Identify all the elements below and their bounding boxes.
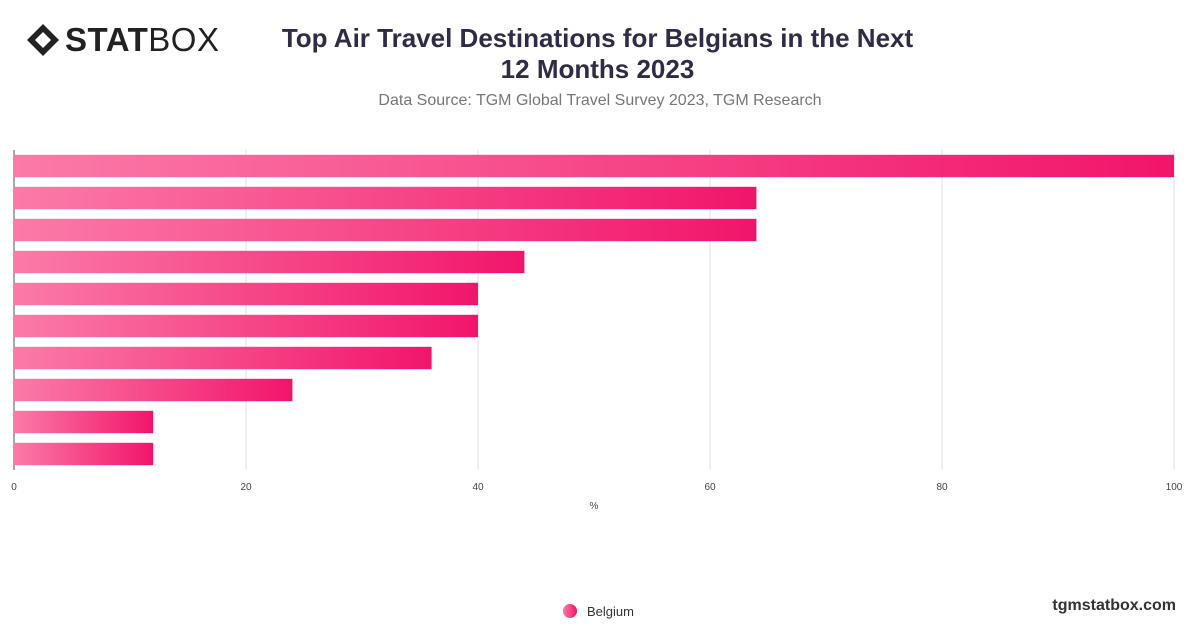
bar[interactable]	[14, 442, 154, 466]
bar[interactable]	[14, 282, 478, 306]
legend[interactable]: Belgium	[563, 602, 634, 620]
bar[interactable]	[14, 378, 293, 402]
logo-light-text: BOX	[148, 21, 220, 58]
chart-title: Top Air Travel Destinations for Belgians…	[281, 23, 914, 84]
statbox-logo: STATBOX	[26, 22, 219, 58]
tick-layer: 0 20 40 60 80 100	[11, 482, 1183, 493]
bar[interactable]	[14, 314, 478, 338]
bar[interactable]	[14, 410, 154, 434]
bar[interactable]	[14, 218, 757, 242]
logo-bold-text: STAT	[65, 21, 149, 58]
legend-label: Belgium	[587, 603, 634, 619]
bar[interactable]	[14, 186, 757, 210]
bar[interactable]	[14, 250, 525, 274]
x-tick-label: 0	[11, 482, 17, 493]
bar[interactable]	[14, 346, 432, 370]
x-tick-label: 80	[936, 482, 948, 493]
x-axis-label: %	[590, 501, 599, 512]
x-tick-label: 60	[704, 482, 716, 493]
x-tick-label: 100	[1166, 482, 1183, 493]
bar[interactable]	[14, 154, 1174, 178]
chart-subtitle: Data Source: TGM Global Travel Survey 20…	[378, 92, 822, 109]
website-url[interactable]: tgmstatbox.com	[1052, 597, 1176, 614]
bar-chart: 0 20 40 60 80 100 %	[11, 150, 1183, 512]
logo-wordmark: STATBOX	[65, 22, 219, 58]
statbox-diamond-icon	[27, 24, 59, 56]
x-tick-label: 20	[240, 482, 252, 493]
x-tick-label: 40	[472, 482, 484, 493]
bar-layer	[14, 154, 1174, 466]
legend-marker	[563, 604, 577, 618]
